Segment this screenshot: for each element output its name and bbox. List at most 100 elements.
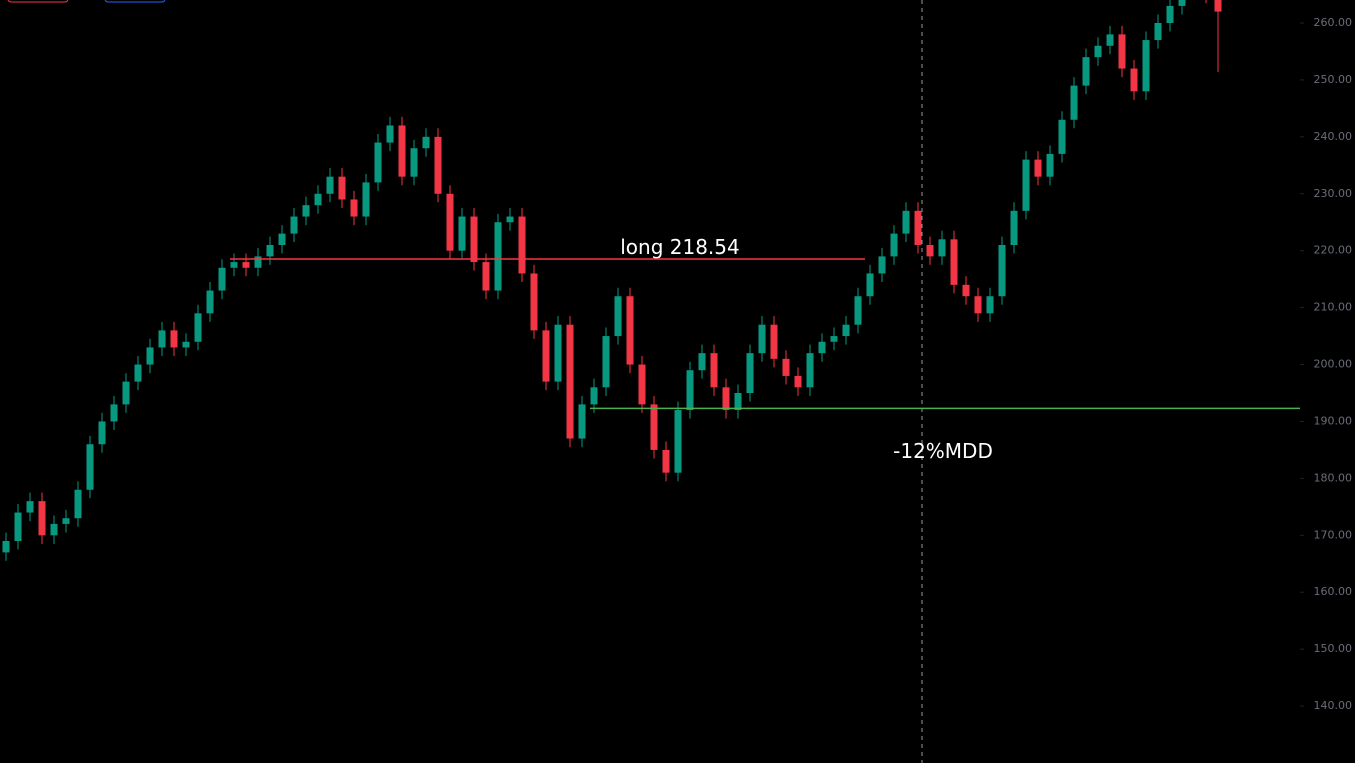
candle-body [578, 404, 586, 439]
candle-body [278, 233, 286, 245]
y-tick-label: 210.00 [1314, 301, 1353, 314]
y-tick-label: 180.00 [1314, 471, 1353, 484]
candle-body [554, 324, 562, 382]
candle-body [362, 182, 370, 217]
candle-body [194, 313, 202, 342]
candle-body [1106, 34, 1114, 46]
candle-body [1094, 45, 1102, 58]
plot-area [2, 0, 1222, 561]
candle-body [254, 256, 262, 268]
candle-body [782, 358, 790, 376]
candle-body [146, 347, 154, 365]
candle-body [962, 284, 970, 297]
candle-body [794, 375, 802, 388]
candle-body [806, 353, 814, 388]
candle-body [494, 222, 502, 291]
candle-body [638, 364, 646, 405]
candle-body [230, 262, 238, 268]
sell-button[interactable] [7, 0, 69, 3]
candle-body [1178, 0, 1186, 6]
candle-body [842, 324, 850, 337]
candle-body [74, 489, 82, 519]
candle-body [830, 336, 838, 342]
y-tick-label: 140.00 [1314, 699, 1353, 712]
buy-button[interactable] [104, 0, 166, 3]
candle-body [314, 193, 322, 206]
candle-body [1130, 68, 1138, 92]
candle-body [914, 210, 922, 245]
candle-body [38, 501, 46, 536]
candle-body [62, 518, 70, 524]
candle-body [1070, 85, 1078, 120]
candle-body [926, 244, 934, 257]
candle-body [182, 341, 190, 348]
candle-body [590, 387, 598, 405]
candle-body [482, 262, 490, 291]
candle-body [1082, 57, 1090, 86]
candle-body [326, 176, 334, 194]
candle-body [734, 392, 742, 411]
candle-body [26, 501, 34, 513]
candle-body [338, 176, 346, 200]
candle-body [242, 262, 250, 268]
candle-body [950, 239, 958, 285]
candle-body [710, 353, 718, 388]
candle-body [110, 404, 118, 422]
candle-body [410, 148, 418, 177]
candle-body [266, 244, 274, 257]
candle-body [350, 199, 358, 217]
candle-body [386, 125, 394, 143]
candle-body [1214, 0, 1222, 12]
candle-body [674, 410, 682, 473]
candle-body [530, 273, 538, 331]
candle-body [398, 125, 406, 177]
y-tick-label: 260.00 [1314, 16, 1353, 29]
annotation: -12%MDD [893, 439, 993, 463]
y-tick-label: 160.00 [1314, 585, 1353, 598]
candle-body [122, 381, 130, 405]
candle-body [938, 239, 946, 257]
candle-body [470, 216, 478, 263]
candle-body [698, 353, 706, 371]
candle-body [1058, 119, 1066, 154]
y-tick-label: 250.00 [1314, 73, 1353, 86]
candle-body [662, 449, 670, 473]
candle-body [566, 324, 574, 439]
candle-body [866, 273, 874, 297]
candle-body [1142, 40, 1150, 92]
y-tick-label: 190.00 [1314, 414, 1353, 427]
candle-body [602, 336, 610, 388]
candle-body [686, 370, 694, 411]
candle-body [14, 512, 22, 541]
candle-body [746, 353, 754, 393]
candle-body [1046, 153, 1054, 177]
annotation: long 218.54 [620, 235, 740, 259]
candle-body [650, 404, 658, 450]
candle-body [818, 341, 826, 354]
candle-body [1010, 210, 1018, 245]
y-tick-label: 220.00 [1314, 244, 1353, 257]
candle-body [1022, 159, 1030, 211]
candle-body [302, 205, 310, 217]
candle-body [50, 523, 58, 536]
candle-body [1034, 159, 1042, 177]
candle-body [290, 216, 298, 234]
candle-body [170, 330, 178, 348]
candle-body [422, 136, 430, 149]
y-tick-label: 230.00 [1314, 187, 1353, 200]
candle-body [374, 142, 382, 183]
y-tick-label: 240.00 [1314, 130, 1353, 143]
candle-body [1166, 5, 1174, 23]
candle-body [890, 233, 898, 257]
candle-body [722, 387, 730, 411]
y-tick-label: 150.00 [1314, 642, 1353, 655]
candle-body [974, 296, 982, 314]
candle-body [86, 444, 94, 490]
candle-body [518, 216, 526, 274]
candle-body [614, 296, 622, 337]
candle-body [218, 267, 226, 291]
candle-body [758, 324, 766, 354]
y-tick-label: 170.00 [1314, 528, 1353, 541]
